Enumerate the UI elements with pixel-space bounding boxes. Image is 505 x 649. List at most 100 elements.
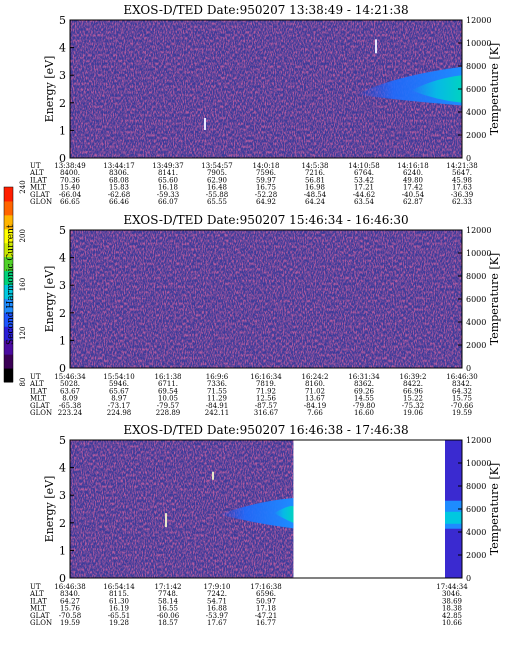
table-cell: 14:16:18 <box>397 162 428 170</box>
table-cell: 5647. <box>452 169 472 177</box>
table-cell: 17.21 <box>354 184 374 192</box>
table-cell: -65.38 <box>59 402 81 410</box>
y-right-axis-label: Temperature [K] <box>488 253 501 345</box>
table-cell: -60.06 <box>157 612 180 620</box>
table-row-label: ALT <box>29 590 44 598</box>
table-cell: 15.40 <box>60 184 80 192</box>
table-cell: 16:1:38 <box>155 373 182 381</box>
table-cell: 16:54:14 <box>103 583 135 591</box>
table-cell: 242.11 <box>205 409 230 417</box>
table-cell: 65.55 <box>207 198 227 206</box>
table-cell: -79.80 <box>353 402 375 410</box>
table-row-label: ALT <box>29 169 44 177</box>
table-cell: 16.18 <box>158 184 178 192</box>
table-cell: 8160. <box>305 380 325 388</box>
y-tick-label: 5 <box>59 14 66 27</box>
y-right-tick-label: 4000 <box>466 108 486 117</box>
y-axis-label: Energy [eV] <box>43 56 56 123</box>
table-cell: 16:31:34 <box>348 373 380 381</box>
y-tick-label: 4 <box>59 42 66 55</box>
y-right-tick-label: 4000 <box>466 318 486 327</box>
table-row-label: MLT <box>30 395 46 403</box>
table-cell: -40.54 <box>402 191 425 199</box>
panel-1: EXOS-D/TED Date:950207 13:38:49 - 14:21:… <box>29 3 501 206</box>
table-cell: 16.55 <box>158 605 178 613</box>
y-right-tick-label: 8000 <box>466 62 486 71</box>
table-cell: 16:24:2 <box>302 373 329 381</box>
table-cell: 6596. <box>256 590 276 598</box>
table-cell: 15.22 <box>403 395 423 403</box>
colorbar-swatch <box>4 228 13 244</box>
table-cell: -53.97 <box>206 612 228 620</box>
colorbar-tick-label: 160 <box>19 278 27 291</box>
colorbar-swatch <box>4 214 13 230</box>
table-cell: 8422. <box>403 380 423 388</box>
table-cell: 16:16:34 <box>250 373 282 381</box>
y-tick-label: 4 <box>59 252 66 265</box>
table-cell: -48.54 <box>304 191 327 199</box>
table-cell: 65.67 <box>109 387 129 395</box>
table-cell: 10.66 <box>442 619 463 627</box>
table-cell: 17.42 <box>403 184 423 192</box>
table-row-label: UT <box>30 162 41 170</box>
table-cell: 8.09 <box>62 395 78 403</box>
y-right-tick-label: 6000 <box>466 295 486 304</box>
table-cell: -52.28 <box>255 191 277 199</box>
table-cell: 17:9:10 <box>204 583 231 591</box>
panel-3: EXOS-D/TED Date:950207 16:46:38 - 17:46:… <box>29 423 501 627</box>
y-right-axis-label: Temperature [K] <box>488 463 501 555</box>
colorbar-swatch <box>4 187 13 202</box>
table-cell: 18.38 <box>442 605 462 613</box>
y-tick-label: 5 <box>59 224 66 237</box>
y-tick-label: 3 <box>59 69 66 82</box>
y-axis-label: Energy [eV] <box>43 476 56 543</box>
table-cell: -55.88 <box>206 191 228 199</box>
y-tick-label: 3 <box>59 279 66 292</box>
table-cell: 15:54:10 <box>103 373 134 381</box>
colorbar-swatch <box>4 298 13 313</box>
y-tick-label: 1 <box>59 334 66 347</box>
colorbar-swatch <box>4 354 13 369</box>
table-cell: -65.51 <box>108 612 130 620</box>
table-cell: 16:39:2 <box>400 373 427 381</box>
table-cell: 59.97 <box>256 176 276 184</box>
table-cell: 7242. <box>207 590 227 598</box>
table-cell: 3046. <box>442 590 462 598</box>
y-right-axis-label: Temperature [K] <box>488 43 501 135</box>
table-cell: 15.76 <box>60 605 81 613</box>
y-tick-label: 4 <box>59 462 66 475</box>
table-cell: 62.33 <box>452 198 472 206</box>
table-cell: 17:16:38 <box>250 583 281 591</box>
table-cell: 66.07 <box>158 198 178 206</box>
spike-mark <box>165 513 167 528</box>
table-cell: 17.63 <box>452 184 472 192</box>
colorbar-swatch <box>4 200 13 216</box>
table-cell: 66.65 <box>60 198 80 206</box>
ephemeris-table: UTALTILATMLTGLATGLON15:46:345028.63.678.… <box>29 373 478 417</box>
table-cell: 7.66 <box>307 409 323 417</box>
colorbar-tick-label: 240 <box>19 180 27 193</box>
table-row-label: MLT <box>30 605 46 613</box>
table-cell: 69.26 <box>354 387 375 395</box>
y-right-tick-label: 2000 <box>466 551 486 560</box>
table-cell: 66.96 <box>403 387 424 395</box>
table-cell: 8362. <box>354 380 374 388</box>
table-cell: 16:46:38 <box>54 583 85 591</box>
table-cell: 7819. <box>256 380 276 388</box>
table-cell: 5946. <box>109 380 129 388</box>
y-right-tick-label: 12000 <box>466 226 491 235</box>
table-cell: -75.32 <box>402 402 424 410</box>
y-tick-label: 2 <box>59 517 66 530</box>
table-cell: 7596. <box>256 169 276 177</box>
colorbar-tick-label: 120 <box>19 327 27 340</box>
table-row-label: GLAT <box>30 191 50 199</box>
y-tick-label: 1 <box>59 124 66 137</box>
table-cell: 15.83 <box>109 184 129 192</box>
y-right-tick-label: 10000 <box>466 249 491 258</box>
colorbar-swatch <box>4 270 13 285</box>
table-cell: 7905. <box>207 169 227 177</box>
table-cell: 17.18 <box>256 605 276 613</box>
table-cell: -73.17 <box>108 402 130 410</box>
emission-band-core <box>411 75 462 103</box>
y-right-tick-label: 2000 <box>466 131 486 140</box>
